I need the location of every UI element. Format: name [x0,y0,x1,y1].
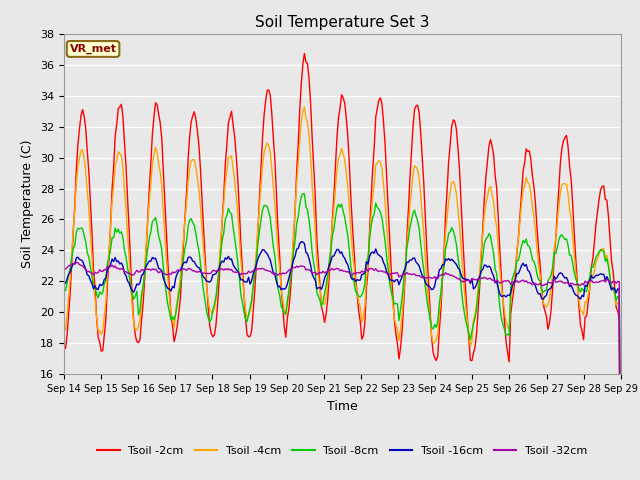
Line: Tsoil -16cm: Tsoil -16cm [64,241,621,480]
Tsoil -4cm [244,313,252,319]
Tsoil -4cm [305,134,313,140]
Tsoil -32cm [130,272,138,277]
Legend: Tsoil -2cm, Tsoil -4cm, Tsoil -8cm, Tsoil -16cm, Tsoil -32cm: Tsoil -2cm, Tsoil -4cm, Tsoil -8cm, Tsoi… [93,441,592,460]
Tsoil -2cm [129,295,136,300]
Tsoil -4cm [129,304,136,310]
Tsoil -8cm [129,292,136,298]
Tsoil -32cm [305,267,313,273]
Tsoil -32cm [72,259,80,265]
Text: VR_met: VR_met [70,44,116,54]
Tsoil -32cm [246,269,254,275]
Line: Tsoil -2cm: Tsoil -2cm [64,53,621,480]
Tsoil -8cm [588,264,595,270]
Tsoil -8cm [299,191,307,197]
Tsoil -2cm [244,334,252,340]
Tsoil -16cm [244,274,252,280]
Tsoil -16cm [305,256,313,262]
Tsoil -2cm [60,344,68,349]
Tsoil -8cm [305,217,313,223]
Tsoil -32cm [255,266,263,272]
Tsoil -16cm [129,288,136,294]
Tsoil -4cm [588,274,595,280]
Tsoil -4cm [254,224,262,230]
Tsoil -2cm [254,228,262,233]
Tsoil -32cm [60,266,68,272]
X-axis label: Time: Time [327,400,358,413]
Tsoil -32cm [588,277,595,283]
Tsoil -2cm [226,114,234,120]
Tsoil -16cm [60,280,68,286]
Title: Soil Temperature Set 3: Soil Temperature Set 3 [255,15,429,30]
Line: Tsoil -4cm: Tsoil -4cm [64,107,621,480]
Tsoil -8cm [244,312,252,318]
Tsoil -2cm [305,76,313,82]
Tsoil -4cm [301,104,308,110]
Tsoil -16cm [226,257,234,263]
Tsoil -8cm [60,288,68,293]
Tsoil -16cm [254,256,262,262]
Tsoil -16cm [298,239,305,244]
Line: Tsoil -8cm: Tsoil -8cm [64,194,621,480]
Tsoil -2cm [588,264,595,270]
Y-axis label: Soil Temperature (C): Soil Temperature (C) [22,140,35,268]
Tsoil -4cm [226,155,234,160]
Tsoil -8cm [226,210,234,216]
Tsoil -2cm [301,50,308,56]
Tsoil -4cm [60,328,68,334]
Tsoil -32cm [228,266,236,272]
Tsoil -16cm [588,273,595,278]
Tsoil -8cm [254,241,262,247]
Line: Tsoil -32cm: Tsoil -32cm [64,262,621,480]
